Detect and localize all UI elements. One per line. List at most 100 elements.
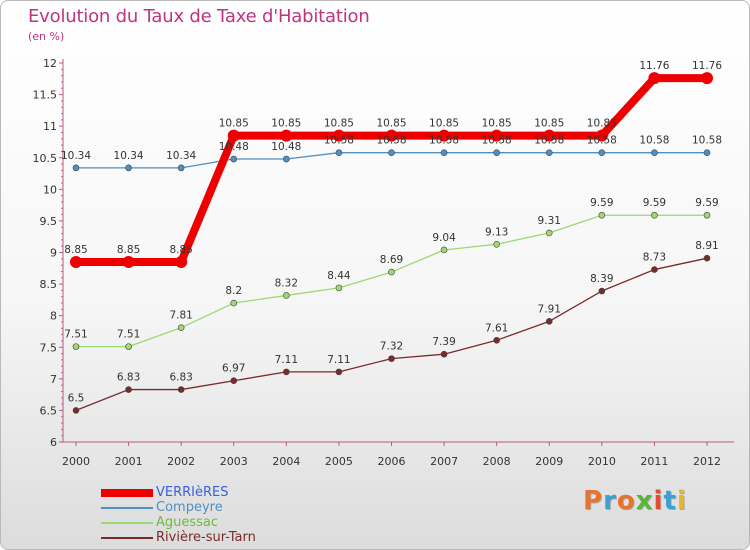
data-point	[440, 246, 448, 254]
data-point	[595, 129, 608, 142]
data-point	[493, 149, 500, 156]
data-point	[703, 211, 711, 219]
data-label: 9.59	[695, 197, 718, 209]
legend-swatch	[101, 489, 153, 497]
data-label: 7.11	[327, 354, 350, 366]
data-label: 7.91	[538, 303, 561, 315]
data-label: 10.58	[324, 135, 354, 147]
data-point	[490, 129, 503, 142]
y-tick-label: 8.5	[40, 278, 58, 291]
logo-letter: t	[663, 486, 677, 516]
data-label: 10.58	[534, 135, 564, 147]
x-tick-label: 2011	[640, 455, 668, 468]
data-point	[651, 266, 658, 273]
data-label: 9.31	[538, 215, 561, 227]
x-tick-label: 2002	[167, 455, 195, 468]
data-label: 8.85	[64, 244, 87, 256]
data-point	[701, 72, 713, 85]
data-point	[493, 240, 500, 248]
legend-item: Aguessac	[101, 515, 301, 530]
data-point	[651, 149, 658, 156]
data-point	[598, 149, 606, 156]
data-point	[283, 155, 290, 163]
legend-swatch	[101, 507, 153, 509]
logo-letter: P	[583, 486, 604, 516]
y-tick-label: 7.5	[40, 341, 58, 354]
data-label: 7.51	[117, 329, 140, 341]
chart-subtitle: (en %)	[28, 30, 65, 43]
data-point	[703, 149, 711, 156]
logo-letter: i	[653, 486, 664, 516]
data-point	[493, 337, 500, 344]
logo-letter: r	[603, 486, 617, 516]
y-tick-label: 6.5	[40, 404, 58, 417]
data-label: 10.85	[376, 118, 406, 130]
x-tick-label: 2007	[430, 455, 458, 468]
legend-swatch	[101, 522, 153, 524]
data-point	[440, 149, 448, 156]
data-point	[545, 229, 553, 237]
data-point	[703, 254, 711, 262]
data-label: 10.85	[219, 118, 249, 130]
y-tick-label: 9	[50, 247, 57, 260]
data-point	[335, 284, 343, 292]
data-label: 11.76	[639, 60, 669, 72]
legend-item: Compeyre	[101, 500, 301, 515]
data-point	[72, 407, 80, 414]
legend-swatch	[101, 537, 153, 539]
data-point	[332, 129, 345, 142]
y-tick-label: 8	[50, 310, 57, 323]
data-point	[230, 377, 238, 385]
data-label: 6.97	[222, 363, 245, 375]
y-tick-label: 9.5	[40, 215, 58, 228]
data-label: 10.58	[482, 135, 512, 147]
y-tick-label: 11	[43, 120, 57, 133]
data-point	[283, 292, 290, 299]
data-label: 7.39	[432, 336, 455, 348]
data-label: 8.32	[275, 277, 298, 289]
data-label: 9.59	[590, 197, 613, 209]
y-tick-label: 6	[50, 436, 57, 449]
y-tick-label: 11.5	[33, 89, 58, 102]
data-point	[227, 129, 240, 142]
data-label: 10.85	[482, 118, 512, 130]
data-label: 7.11	[275, 354, 298, 366]
data-label: 10.85	[429, 118, 459, 130]
data-point	[335, 149, 343, 156]
data-point	[125, 164, 132, 172]
data-label: 6.83	[117, 372, 140, 384]
x-tick-label: 2005	[325, 455, 353, 468]
data-label: 10.58	[429, 135, 459, 147]
data-label: 9.04	[432, 232, 456, 244]
data-label: 10.58	[639, 135, 669, 147]
x-tick-label: 2008	[483, 455, 511, 468]
x-tick-label: 2001	[115, 455, 143, 468]
data-label: 10.58	[376, 135, 406, 147]
data-label: 8.39	[590, 273, 613, 285]
data-point	[177, 164, 185, 172]
data-label: 6.83	[169, 372, 192, 384]
data-point	[598, 211, 606, 219]
chart-axes	[62, 59, 734, 443]
data-label: 7.81	[169, 310, 192, 322]
data-point	[651, 211, 658, 219]
proxiti-logo: Proxiti	[583, 486, 687, 516]
y-tick-label: 10.5	[33, 152, 58, 165]
data-label: 10.34	[61, 150, 91, 162]
logo-letter: o	[616, 486, 636, 516]
data-point	[385, 129, 398, 142]
data-point	[230, 155, 238, 163]
data-label: 10.34	[166, 150, 196, 162]
chart-title: Evolution du Taux de Taxe d'Habitation	[28, 6, 370, 27]
data-point	[388, 355, 395, 362]
data-label: 10.34	[114, 150, 144, 162]
x-tick-label: 2009	[535, 455, 563, 468]
data-point	[438, 129, 451, 142]
data-label: 8.85	[117, 244, 140, 256]
logo-letter: i	[676, 486, 687, 516]
data-point	[72, 164, 80, 172]
data-label: 10.85	[271, 118, 301, 130]
x-tick-label: 2003	[220, 455, 248, 468]
legend-label: VERRIèRES	[156, 485, 229, 500]
